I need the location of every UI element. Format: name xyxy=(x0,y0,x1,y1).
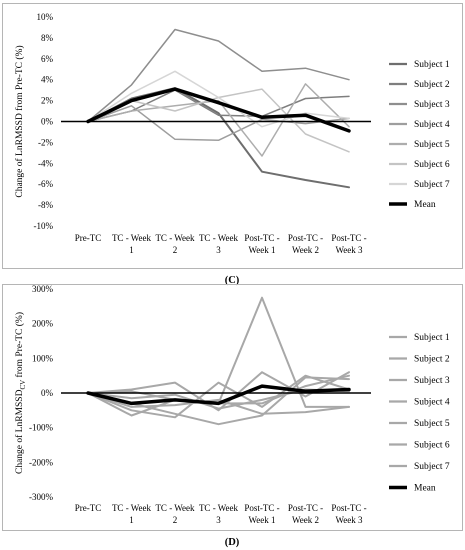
legend-label: Subject 5 xyxy=(414,140,450,150)
series-line-subject-5 xyxy=(87,392,350,415)
x-tick-label: 3 xyxy=(216,245,221,255)
legend-label: Subject 1 xyxy=(414,60,450,70)
panel-c-caption: (C) xyxy=(225,275,240,286)
y-tick-label: -100% xyxy=(29,423,53,433)
series-line-subject-7 xyxy=(87,70,350,128)
x-tick-label: TC - Week xyxy=(112,233,152,243)
y-tick-label: 10% xyxy=(37,12,54,22)
y-tick-label: 8% xyxy=(41,33,54,43)
y-tick-label: -2% xyxy=(38,137,53,147)
x-tick-label: Post-TC - xyxy=(244,233,279,243)
y-tick-label: -200% xyxy=(29,457,53,467)
series-line-subject-4 xyxy=(87,105,350,142)
panel-d-chart: Change of LnRMSSDCV from Pre-TC (%) 300% 2… xyxy=(14,284,450,525)
legend-label: Subject 2 xyxy=(414,355,450,365)
series-line-subject-3 xyxy=(87,371,350,412)
legend-label: Subject 6 xyxy=(414,160,450,170)
x-tick-label: Week 3 xyxy=(335,515,363,525)
x-tick-label: Pre-TC xyxy=(75,233,102,243)
series-line-subject-5 xyxy=(87,83,350,157)
x-tick-label: TC - Week xyxy=(199,233,239,243)
series-line-subject-3 xyxy=(87,28,350,123)
y-tick-label: 2% xyxy=(41,96,54,106)
y-tick-label: -4% xyxy=(38,158,53,168)
x-tick-label: Week 1 xyxy=(248,245,275,255)
y-tick-label: 300% xyxy=(32,284,54,294)
x-tick-label: Post-TC - xyxy=(331,233,366,243)
legend-label: Subject 7 xyxy=(414,180,450,190)
x-tick-label: 2 xyxy=(173,245,178,255)
y-tick-label: 100% xyxy=(32,353,54,363)
y-tick-label: -6% xyxy=(38,179,53,189)
x-tick-label: 1 xyxy=(129,245,134,255)
x-tick-label: Pre-TC xyxy=(75,503,102,513)
legend-label: Subject 4 xyxy=(414,398,450,408)
legend-label: Subject 3 xyxy=(414,100,450,110)
x-tick-label: Post-TC - xyxy=(288,233,323,243)
legend-label: Subject 4 xyxy=(414,120,450,130)
x-tick-label: Week 1 xyxy=(248,515,275,525)
x-tick-label: Week 3 xyxy=(335,245,363,255)
legend-label: Subject 6 xyxy=(414,441,450,451)
legend-label: Subject 7 xyxy=(414,462,450,472)
x-tick-label: 3 xyxy=(216,515,221,525)
legend-label: Mean xyxy=(414,200,436,210)
y-axis-title-main: Change of LnRMSSD xyxy=(14,389,25,474)
y-tick-label: -10% xyxy=(34,221,54,231)
x-tick-label: 2 xyxy=(173,515,178,525)
y-axis-title: Change of LnRMSSD from Pre-TC (%) xyxy=(14,45,25,197)
y-axis-title-sub: CV xyxy=(19,380,27,390)
x-tick-label: Week 2 xyxy=(292,245,319,255)
x-tick-label: Post-TC - xyxy=(331,503,366,513)
y-axis-title: Change of LnRMSSDCV from Pre-TC (%) xyxy=(14,312,27,474)
panel-d-frame xyxy=(2,284,463,531)
x-tick-label: Post-TC - xyxy=(288,503,323,513)
y-tick-label: -8% xyxy=(38,200,53,210)
y-tick-label: 4% xyxy=(41,75,54,85)
y-tick-label: 200% xyxy=(32,319,54,329)
x-tick-label: Week 2 xyxy=(292,515,319,525)
x-tick-label: Post-TC - xyxy=(244,503,279,513)
y-tick-label: 6% xyxy=(41,54,54,64)
x-tick-label: TC - Week xyxy=(155,233,195,243)
y-axis-title-end: from Pre-TC (%) xyxy=(14,312,25,380)
x-tick-label: 1 xyxy=(129,515,134,525)
legend-label: Subject 1 xyxy=(414,333,450,343)
y-tick-label: 0% xyxy=(41,388,54,398)
y-tick-label: -300% xyxy=(29,492,53,502)
panel-d-caption: (D) xyxy=(225,537,240,548)
panel-c-frame xyxy=(2,3,463,269)
legend-label: Subject 5 xyxy=(414,419,450,429)
x-tick-label: TC - Week xyxy=(112,503,152,513)
series-line-subject-7 xyxy=(87,388,350,410)
x-tick-label: TC - Week xyxy=(155,503,195,513)
legend-label: Mean xyxy=(414,484,436,494)
series-line-mean xyxy=(86,384,351,406)
series-line-subject-4 xyxy=(87,374,350,419)
legend-label: Subject 3 xyxy=(414,376,450,386)
series-line-mean xyxy=(86,87,351,133)
series-line-subject-1 xyxy=(87,87,350,189)
legend-label: Subject 2 xyxy=(414,80,450,90)
y-tick-label: 0% xyxy=(41,117,54,127)
panel-c-chart: Change of LnRMSSD from Pre-TC (%)10%8%6%… xyxy=(14,12,450,255)
x-tick-label: TC - Week xyxy=(199,503,239,513)
